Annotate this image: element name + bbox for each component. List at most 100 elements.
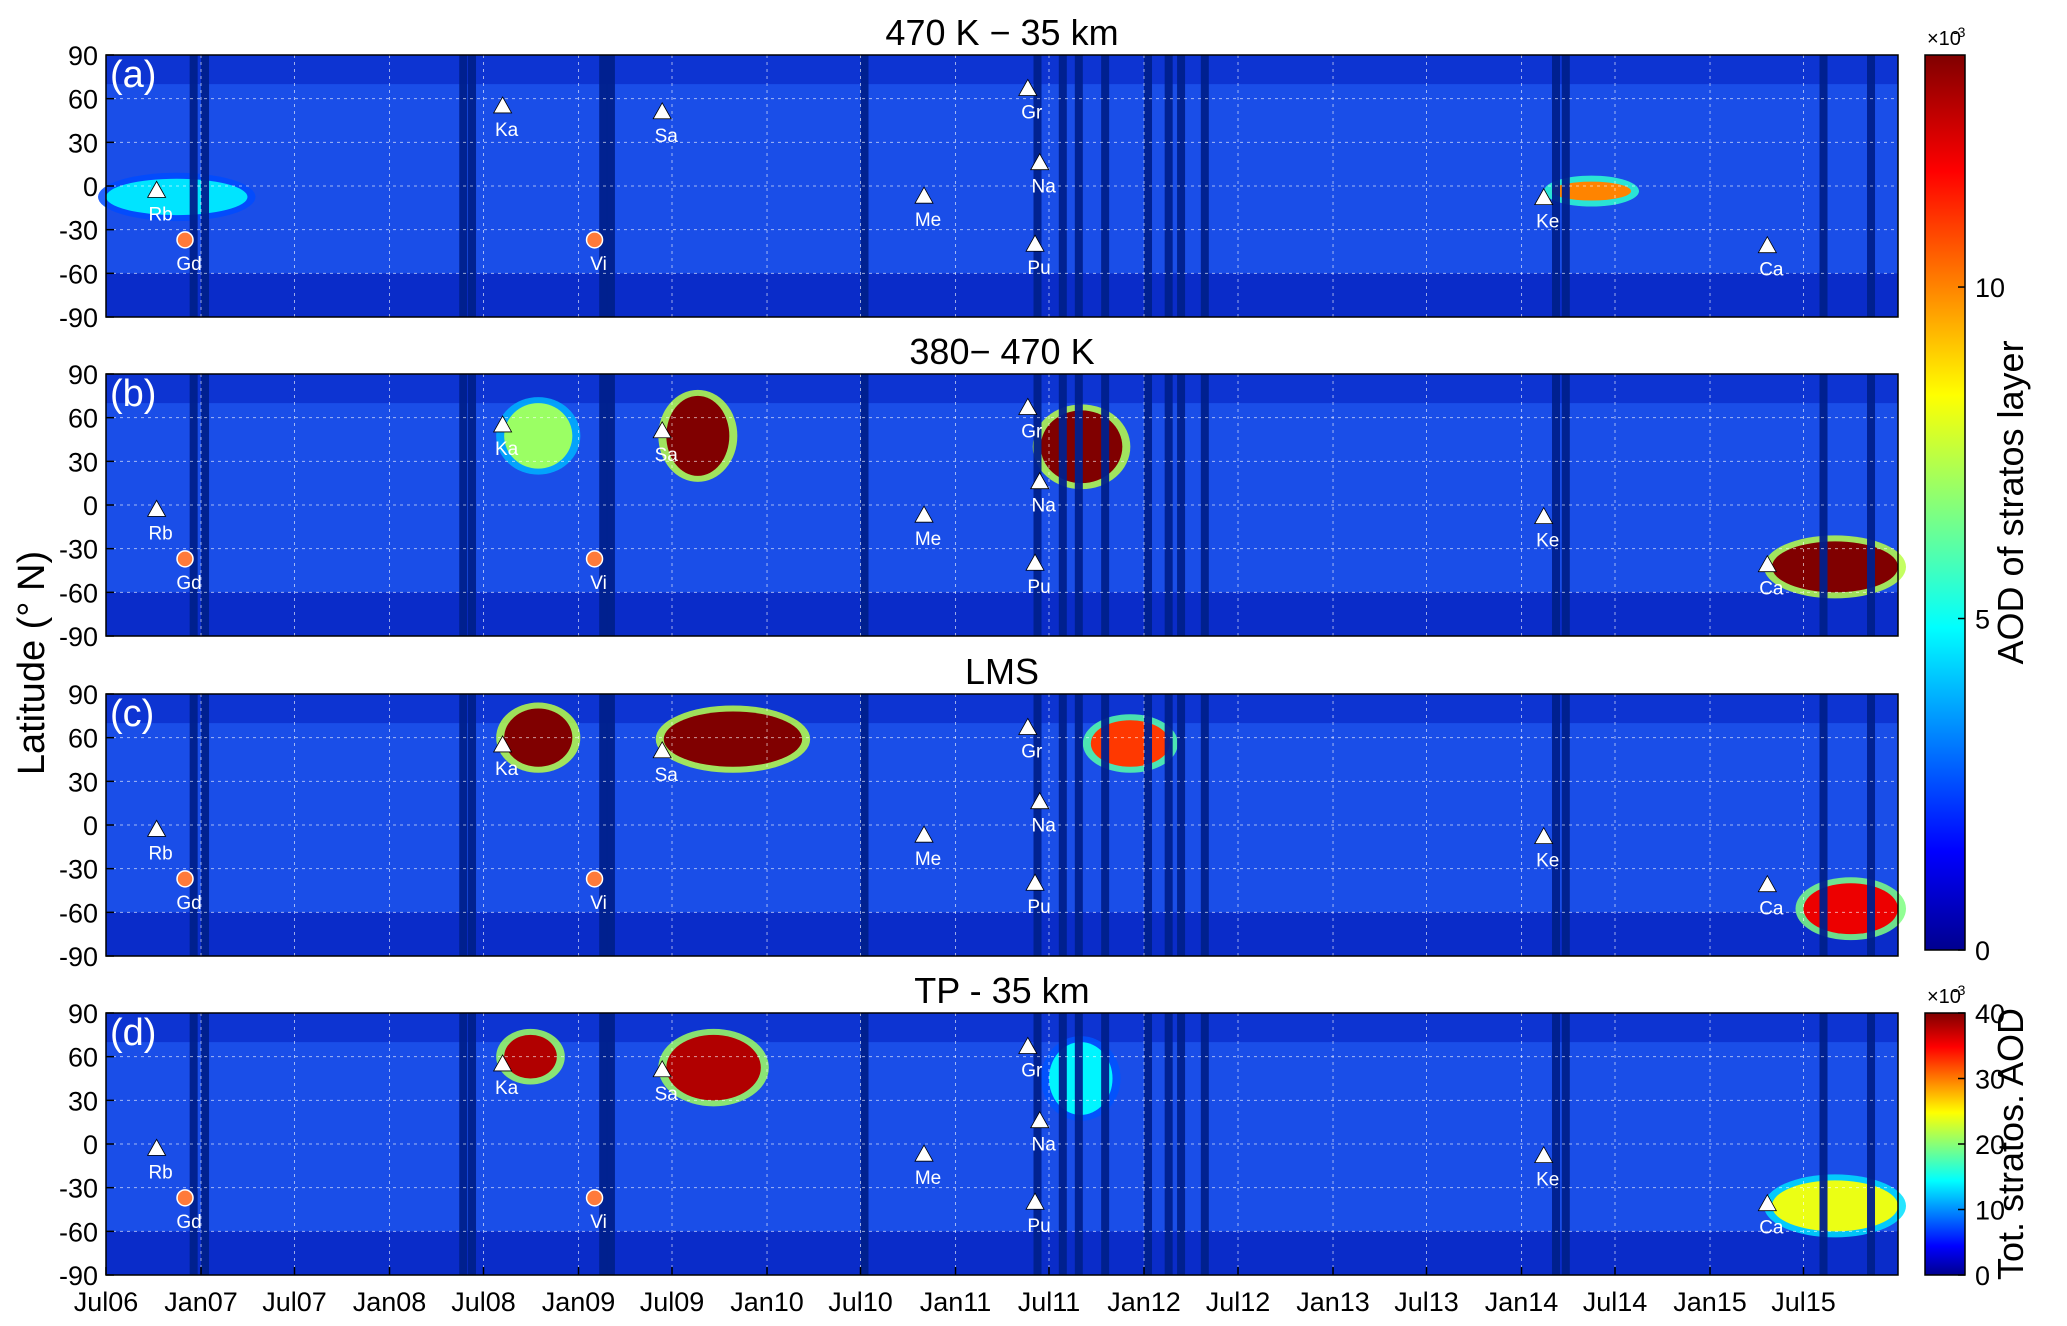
y-tick-label: 90	[68, 360, 98, 390]
data-gap	[1101, 1013, 1110, 1275]
data-gap	[1074, 1013, 1083, 1275]
y-axis-label: Latitude (° N)	[11, 551, 53, 775]
data-gap	[1200, 1013, 1209, 1275]
volcano-vi: Vi	[585, 870, 607, 914]
x-tick-label: Jul12	[1206, 1287, 1271, 1317]
data-gap	[1561, 374, 1570, 636]
volcano-label: Vi	[590, 893, 607, 914]
volcano-triangle-marker	[492, 96, 513, 114]
volcano-gr: Gr	[1018, 717, 1043, 762]
volcano-label: Me	[915, 849, 941, 870]
volcano-triangle-marker	[1534, 506, 1554, 525]
data-gap	[189, 694, 198, 956]
panel-tag: (b)	[110, 373, 156, 415]
volcano-label: Gd	[176, 254, 201, 275]
volcano-triangle-marker	[914, 186, 934, 204]
volcano-pu: Pu	[1025, 553, 1051, 598]
plume-sarychev	[666, 1034, 761, 1101]
volcano-rb: Rb	[146, 819, 173, 864]
volcano-label: Ka	[495, 439, 519, 460]
colorbar-1: 0 5 10 ×10-3 AOD of stratos layer	[1924, 24, 2031, 966]
x-tick-label: Jan10	[730, 1287, 804, 1317]
y-tick-label: 60	[68, 724, 98, 754]
data-gap	[1164, 694, 1173, 956]
volcano-triangle-marker	[1025, 873, 1045, 891]
x-axis-ticks: Jul06 Jan07 Jul07 Jan08 Jul08 Jan09 Jul09 Jan10…	[74, 1267, 1836, 1317]
colorbar-exponent: -3	[1953, 982, 1966, 998]
y-tick-label: 30	[68, 767, 98, 797]
volcano-label: Na	[1032, 177, 1057, 198]
volcano-label: Ca	[1759, 899, 1784, 920]
volcano-ka: Ka	[492, 415, 519, 460]
volcano-label: Gd	[176, 893, 201, 914]
volcano-pu: Pu	[1025, 1192, 1051, 1237]
data-gap	[1177, 1013, 1186, 1275]
panel-tag: (d)	[110, 1012, 156, 1054]
volcano-label: Pu	[1027, 897, 1050, 918]
volcano-triangle-marker	[652, 740, 672, 759]
volcano-triangle-marker	[1030, 152, 1050, 171]
volcano-sa: Sa	[652, 740, 678, 786]
y-tick-label: 30	[68, 1086, 98, 1116]
heatmap-polar-band	[106, 1013, 1898, 1043]
colorbar-tick-label: 20	[1975, 1130, 2005, 1160]
volcano-triangle-marker	[146, 180, 167, 198]
volcano-ca: Ca	[1757, 1193, 1784, 1239]
volcano-label: Rb	[148, 843, 172, 864]
y-tick-label: -90	[59, 622, 98, 652]
panel-a: 470 K − 35 km (a) 90 60 30 0 -30 -60 -90 Rb Gd Ka Vi…	[59, 12, 1899, 333]
volcano-ka: Ka	[492, 96, 519, 141]
y-tick-label: 90	[68, 680, 98, 710]
volcano-triangle-marker	[914, 1144, 934, 1162]
volcano-triangle-marker	[1025, 1192, 1045, 1210]
y-tick-label: -60	[59, 898, 98, 928]
volcano-gd: Gd	[176, 231, 202, 275]
volcano-label: Na	[1032, 496, 1057, 517]
y-tick-label: -30	[59, 1174, 98, 1204]
data-gap	[1177, 55, 1186, 317]
data-gap	[1144, 374, 1153, 636]
x-tick-label: Jan13	[1296, 1287, 1370, 1317]
y-tick-label: 30	[68, 447, 98, 477]
panel-title: 470 K − 35 km	[885, 12, 1118, 53]
data-gap	[1058, 1013, 1067, 1275]
volcano-circle-marker	[585, 1189, 604, 1207]
data-gap	[1058, 55, 1067, 317]
data-gap	[1101, 374, 1110, 636]
volcano-rb: Rb	[146, 180, 173, 225]
volcano-vi: Vi	[585, 231, 607, 275]
plume-tropical-band	[105, 178, 248, 216]
volcano-gr: Gr	[1018, 1036, 1043, 1081]
y-tick-label: -60	[59, 578, 98, 608]
y-tick-label: -90	[59, 942, 98, 972]
volcano-triangle-marker	[1030, 791, 1050, 810]
volcano-label: Ke	[1536, 212, 1559, 233]
data-gap	[1177, 374, 1186, 636]
volcano-label: Me	[915, 1168, 941, 1189]
y-tick-label: -90	[59, 1261, 98, 1291]
y-tick-label: -60	[59, 259, 98, 289]
volcano-label: Ke	[1536, 851, 1559, 872]
volcano-label: Rb	[148, 523, 172, 544]
y-tick-label: 60	[68, 404, 98, 434]
volcano-ca: Ca	[1757, 235, 1784, 281]
volcano-na: Na	[1030, 1110, 1056, 1156]
plume-calbuco	[1803, 883, 1898, 935]
volcano-triangle-marker	[1018, 717, 1038, 735]
x-tick-label: Jan14	[1485, 1287, 1559, 1317]
volcano-label: Ke	[1536, 1170, 1559, 1191]
x-tick-label: Jul14	[1583, 1287, 1648, 1317]
volcano-triangle-marker	[1030, 471, 1050, 490]
volcano-label: Ka	[495, 759, 519, 780]
colorbar-gradient	[1924, 54, 1966, 951]
volcano-triangle-marker	[1025, 553, 1045, 571]
volcano-label: Sa	[655, 126, 679, 147]
volcano-label: Gd	[176, 1212, 201, 1233]
volcano-label: Gr	[1021, 102, 1043, 123]
heatmap-polar-band	[106, 1231, 1898, 1275]
volcano-label: Rb	[148, 1162, 172, 1183]
volcano-label: Ca	[1759, 1218, 1784, 1239]
volcano-triangle-marker	[1534, 826, 1554, 845]
volcano-label: Ca	[1759, 579, 1784, 600]
